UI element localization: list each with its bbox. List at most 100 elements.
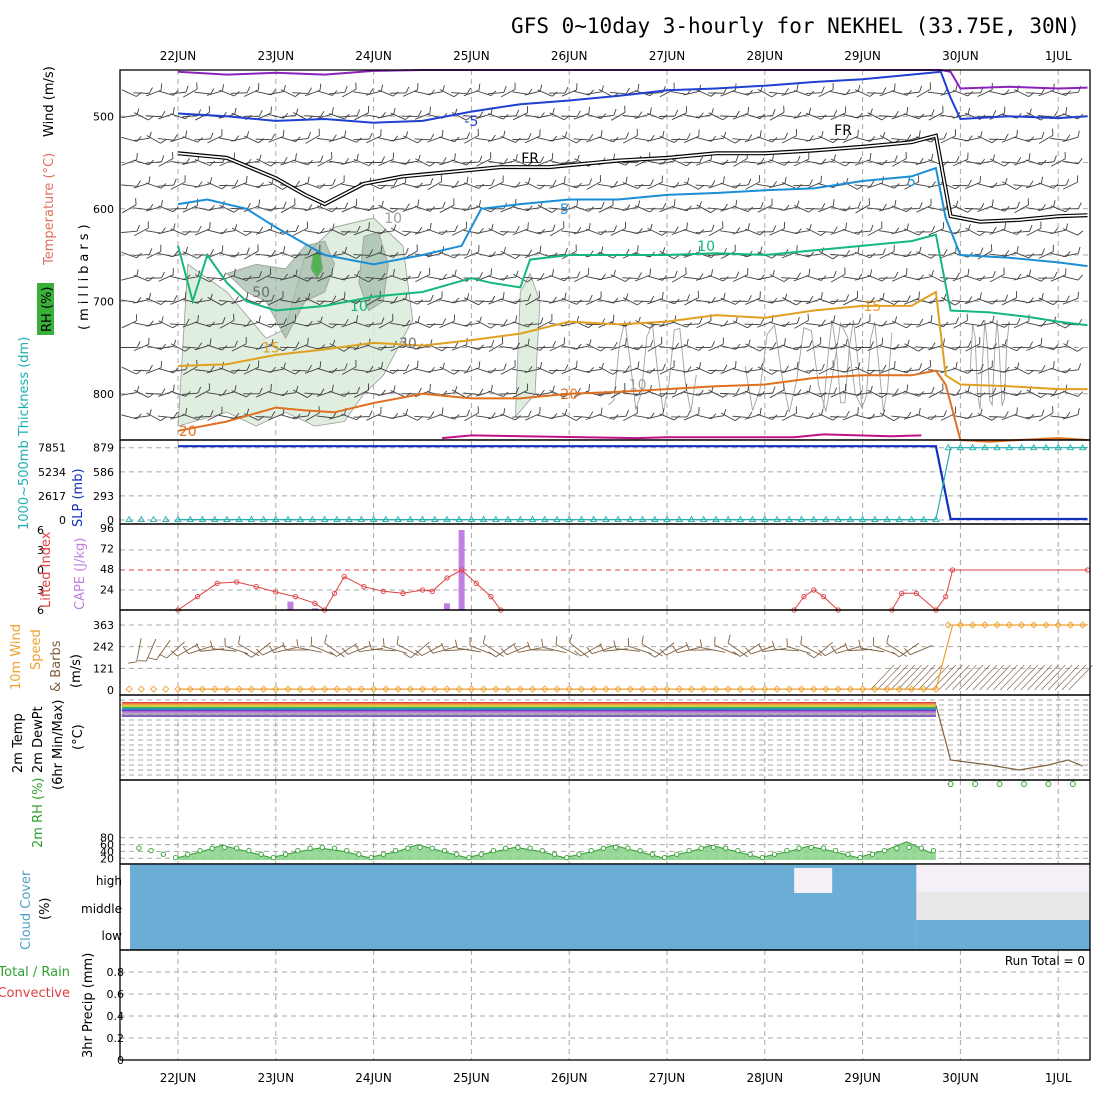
wind-barb: [341, 315, 358, 328]
wind-barb-shaft: [854, 114, 871, 119]
wind-barb-shaft: [268, 228, 284, 235]
rh2m-point: [307, 845, 313, 851]
wind-barb-flag: [845, 133, 850, 140]
wind-barb: [219, 89, 240, 97]
wind-barb-shaft: [267, 368, 284, 373]
wind-barb-shaft: [475, 391, 492, 397]
wind-barb: [1062, 390, 1084, 397]
wind-barb-shaft: [170, 414, 186, 420]
rh2m-point: [881, 847, 888, 854]
wind-barb: [830, 158, 851, 167]
wind-barb-shaft: [867, 389, 883, 398]
wind-barb: [1050, 295, 1070, 303]
wind-barb: [1038, 361, 1055, 374]
wind-barb: [769, 177, 787, 188]
wind-barb: [768, 132, 788, 141]
wind-barb-shaft: [328, 91, 345, 95]
wind-barb-shaft: [952, 89, 969, 97]
wind-barb-flag: [453, 198, 455, 206]
thickness-marker: [284, 515, 292, 523]
wind-barb: [218, 296, 239, 303]
wind-barb-shaft: [989, 345, 1005, 350]
wind-barb-flag: [417, 315, 420, 323]
wind-barb: [487, 408, 506, 420]
wind-barb: [426, 157, 447, 164]
wind-barb-shaft: [341, 136, 357, 143]
wind-barb: [561, 412, 582, 421]
wind-barb-flag: [527, 249, 533, 256]
rh2m-point: [368, 854, 374, 861]
wind-barb-flag: [624, 383, 626, 390]
wind-barb-flag: [271, 133, 276, 140]
wind-barb-shaft: [635, 320, 650, 329]
wind-barb-flag: [894, 388, 899, 395]
thickness-marker: [699, 515, 708, 523]
wind-barb-flag: [734, 416, 741, 422]
wind-barb: [133, 337, 150, 352]
barb10-flag: [482, 635, 486, 644]
wind-barb-shaft: [487, 369, 504, 372]
wind-barb-shaft: [243, 345, 260, 350]
wind-barb-flag: [662, 408, 665, 416]
wind-barb-shaft: [317, 158, 332, 167]
wind-barb-shaft: [1038, 230, 1054, 234]
wind-barb: [597, 225, 618, 233]
wind-barb: [756, 109, 776, 118]
wind-barb-flag: [661, 114, 668, 120]
wind-barb: [732, 178, 752, 187]
xtick-bottom: 29JUN: [844, 1071, 881, 1085]
wind-barb-flag: [503, 274, 509, 281]
wind-barb-flag: [135, 198, 137, 205]
wind-barb-flag: [234, 340, 238, 348]
wind-barb: [549, 408, 568, 419]
wind10-marker: [1042, 621, 1050, 629]
wind-barb-flag: [845, 338, 848, 346]
rh2m-point: [796, 845, 802, 851]
wind-barb-shaft: [280, 89, 296, 98]
wind-barb-flag: [380, 184, 387, 190]
wind-barb: [316, 223, 335, 235]
wind-barb-flag: [808, 152, 810, 160]
wind-barb: [671, 338, 689, 351]
wind-barb-shaft: [536, 184, 553, 187]
wind-barb-flag: [613, 341, 618, 349]
wind-barb-shaft: [353, 138, 370, 141]
barb10-shaft: [787, 646, 811, 654]
wind-barb-shaft: [207, 135, 223, 144]
wind10-marker: [761, 685, 769, 693]
wind-barb: [402, 412, 424, 421]
wind-barb: [976, 226, 997, 234]
thickness-marker: [223, 515, 231, 523]
wind-barb-shaft: [671, 368, 688, 373]
wind-barb-flag: [466, 204, 472, 211]
wind-barb: [806, 390, 827, 398]
wind-barb: [170, 246, 188, 258]
barb10-shaft: [212, 648, 237, 652]
wind-barb-flag: [270, 106, 272, 114]
wind-barb-shaft: [524, 323, 541, 326]
wind-barb-shaft: [365, 114, 382, 119]
wind-barb: [1037, 155, 1057, 164]
wind-barb-shaft: [378, 204, 394, 213]
wind-barb-shaft: [610, 228, 626, 236]
wind-barb: [671, 133, 691, 140]
lifted-index-point: [234, 579, 240, 585]
wind-barb-shaft: [732, 184, 749, 187]
wind-barb-shaft: [231, 369, 248, 372]
contour-label: 10: [629, 378, 647, 394]
wind-barb: [1038, 128, 1054, 144]
wind-barb-shaft: [475, 415, 492, 419]
wind-barb-shaft: [964, 137, 981, 142]
barb10-dense: [911, 664, 936, 691]
wind-barb-shaft: [402, 366, 418, 375]
wind-barb-shaft: [316, 415, 333, 419]
wind-barb: [647, 113, 668, 120]
wind-barb: [170, 157, 191, 165]
wind-barb-flag: [490, 384, 493, 392]
ytick-pressure: 800: [93, 388, 114, 401]
thickness-marker: [565, 515, 573, 523]
wind-barb-flag: [869, 369, 876, 375]
barb10-shaft: [483, 643, 504, 657]
wind-barb-shaft: [121, 204, 137, 214]
wind-barb-flag: [625, 276, 631, 282]
